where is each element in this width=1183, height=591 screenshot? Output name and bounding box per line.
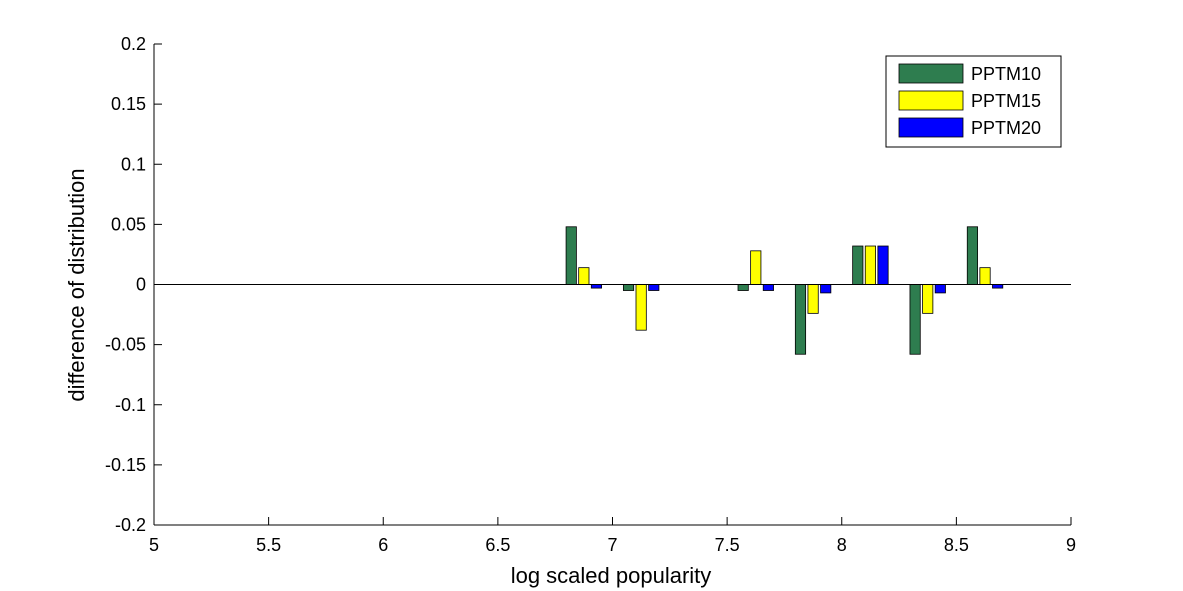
bar-pptm15-3 xyxy=(807,284,819,314)
bar-pptm15-1 xyxy=(635,284,647,331)
bar-pptm20-3 xyxy=(820,284,832,294)
x-tick-label-6: 8 xyxy=(837,535,847,555)
bar-pptm20-5 xyxy=(934,284,946,294)
bar-pptm10-3 xyxy=(794,284,807,355)
legend-label-pptm10: PPTM10 xyxy=(971,64,1041,84)
bar-pptm20-6 xyxy=(992,284,1004,289)
y-tick-label-6: 0.1 xyxy=(121,154,146,174)
y-tick-label-8: 0.2 xyxy=(121,34,146,54)
bar-pptm10-0 xyxy=(565,226,577,285)
bar-pptm20-4 xyxy=(877,245,889,285)
legend-swatch-pptm20 xyxy=(898,117,964,138)
x-tick-label-0: 5 xyxy=(149,535,159,555)
bar-pptm10-1 xyxy=(622,284,635,291)
legend-label-pptm20: PPTM20 xyxy=(971,118,1041,138)
y-tick-label-3: -0.05 xyxy=(105,335,146,355)
bar-pptm15-5 xyxy=(922,284,934,314)
x-tick-label-1: 5.5 xyxy=(256,535,281,555)
y-tick-label-1: -0.15 xyxy=(105,455,146,475)
bar-pptm20-1 xyxy=(648,284,660,291)
bar-pptm20-2 xyxy=(762,284,774,291)
bar-pptm15-2 xyxy=(750,250,762,285)
y-tick-label-5: 0.05 xyxy=(111,214,146,234)
x-tick-label-5: 7.5 xyxy=(715,535,740,555)
x-tick-label-2: 6 xyxy=(378,535,388,555)
x-tick-label-3: 6.5 xyxy=(485,535,510,555)
bar-pptm15-0 xyxy=(578,267,590,285)
bar-pptm15-4 xyxy=(864,245,876,285)
x-axis-label: log scaled popularity xyxy=(511,563,712,588)
legend-swatch-pptm10 xyxy=(898,63,964,84)
legend-swatch-pptm15 xyxy=(898,90,964,111)
bar-pptm20-0 xyxy=(590,284,603,289)
y-tick-label-2: -0.1 xyxy=(115,395,146,415)
bar-pptm10-2 xyxy=(737,284,749,291)
legend: PPTM10 PPTM15 PPTM20 xyxy=(885,55,1062,148)
x-tick-label-7: 8.5 xyxy=(944,535,969,555)
bar-pptm10-5 xyxy=(909,284,921,355)
y-axis-label: difference of distribution xyxy=(64,168,89,401)
legend-label-pptm15: PPTM15 xyxy=(971,91,1041,111)
bar-pptm10-6 xyxy=(966,226,978,285)
axes: 5 5.5 6 6.5 7 7.5 8 8.5 9 -0.2 -0.15 -0.1 -0.05 0 0.05… xyxy=(105,34,1076,555)
y-tick-label-0: -0.2 xyxy=(115,515,146,535)
x-tick-label-8: 9 xyxy=(1066,535,1076,555)
y-tick-label-4: 0 xyxy=(136,275,146,295)
x-tick-label-4: 7 xyxy=(607,535,617,555)
bar-pptm15-6 xyxy=(979,267,991,285)
bar-pptm10-4 xyxy=(852,245,864,285)
y-tick-label-7: 0.15 xyxy=(111,94,146,114)
